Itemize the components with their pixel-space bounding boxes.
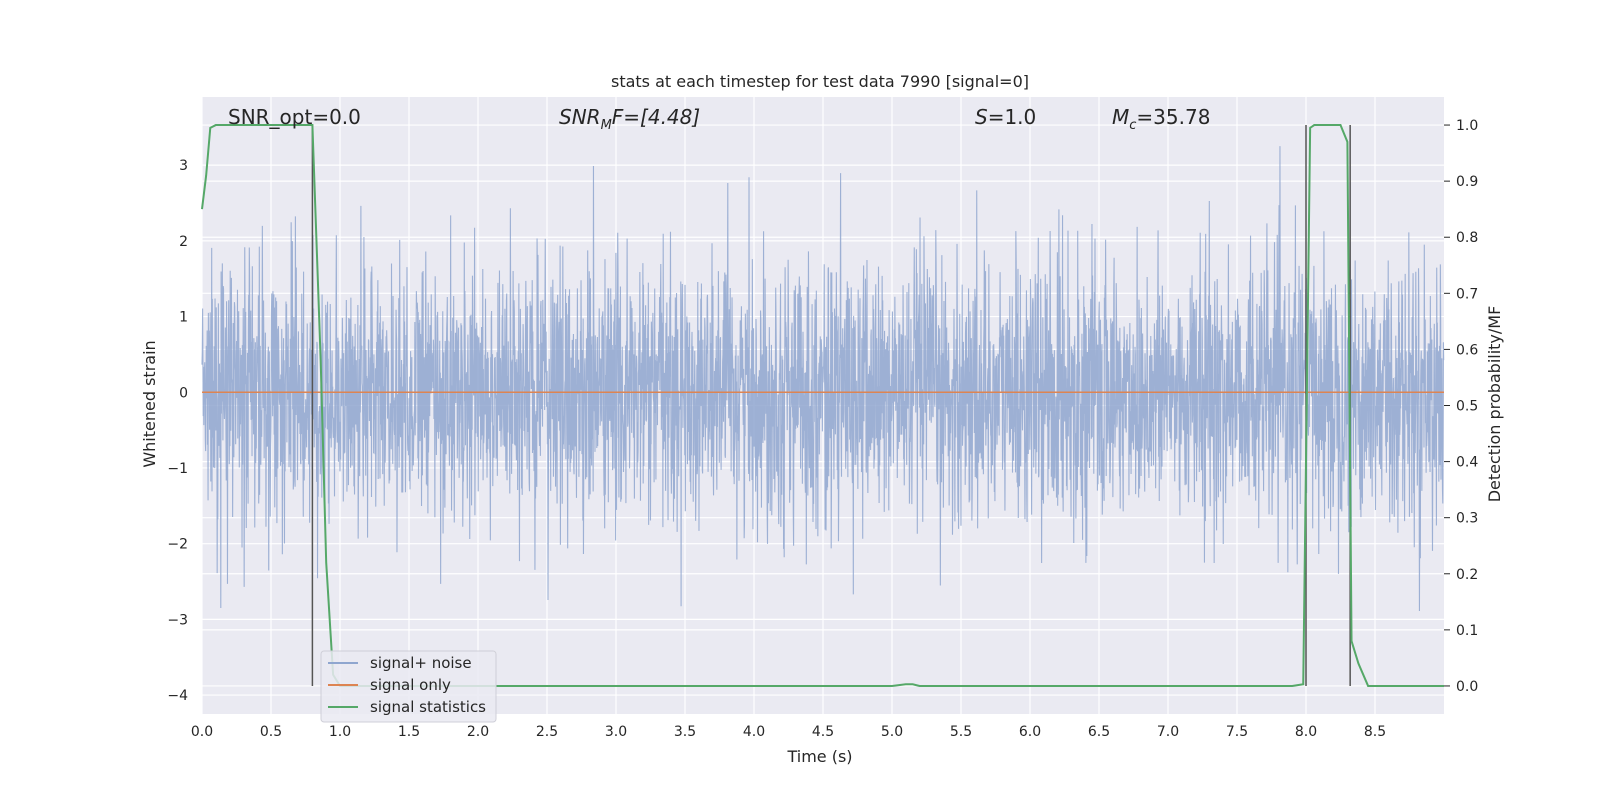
legend: signal+ noise signal only signal statist… xyxy=(320,650,497,723)
y2-tick-label: 0.3 xyxy=(1456,511,1478,527)
y2-tick-label: 1.0 xyxy=(1456,118,1478,134)
mc-val: =35.78 xyxy=(1136,105,1210,129)
x-tick-label: 8.5 xyxy=(1364,724,1386,740)
statistics-line xyxy=(201,124,1444,687)
mc-base: M xyxy=(1112,105,1129,129)
snr-mf-rest: F=[4.48] xyxy=(612,105,700,129)
series-signal-statistics xyxy=(201,124,1444,687)
y2-tick-label: 0.9 xyxy=(1456,174,1478,190)
y-tick-label: −3 xyxy=(167,612,188,628)
x-axis-ticks: 0.0 0.5 1.0 1.5 2.0 2.5 3.0 3.5 4.0 4.5 5.0 5.5 6.0 6… xyxy=(191,724,1386,740)
chart-title: stats at each timestep for test data 799… xyxy=(611,72,1029,91)
y2-tick-label: 0.4 xyxy=(1456,455,1478,471)
mc-sub: c xyxy=(1129,118,1136,133)
legend-label-signal-only: signal only xyxy=(370,676,451,694)
y2-axis-label: Detection probability/MF xyxy=(1485,306,1504,503)
legend-label-statistics: signal statistics xyxy=(370,698,486,716)
x-tick-label: 3.5 xyxy=(674,724,696,740)
y2-tick-label: 0.8 xyxy=(1456,230,1478,246)
y-tick-label: 0 xyxy=(179,385,188,401)
s-val: =1.0 xyxy=(988,105,1037,129)
annotation-s: S=1.0 xyxy=(975,105,1036,129)
x-tick-label: 7.5 xyxy=(1226,724,1248,740)
x-tick-label: 4.5 xyxy=(812,724,834,740)
x-tick-label: 5.5 xyxy=(950,724,972,740)
x-tick-label: 6.0 xyxy=(1019,724,1041,740)
x-tick-label: 8.0 xyxy=(1295,724,1317,740)
series-signal-noise xyxy=(201,146,1445,611)
annotations: SNR_opt=0.0 SNRMF=[4.48] S=1.0 Mc=35.78 xyxy=(228,105,1210,133)
y2-axis-ticks: 1.0 0.9 0.8 0.7 0.6 0.5 0.4 0.3 0.2 0.1 0.0 xyxy=(1444,118,1478,695)
noise-line xyxy=(201,146,1445,611)
y2-tick-label: 0.5 xyxy=(1456,399,1478,415)
annotation-snr-opt: SNR_opt=0.0 xyxy=(228,105,361,129)
x-tick-label: 7.0 xyxy=(1157,724,1179,740)
y2-tick-label: 0.0 xyxy=(1456,679,1478,695)
y-axis-label: Whitened strain xyxy=(140,340,159,467)
legend-label-noise: signal+ noise xyxy=(370,654,472,672)
x-tick-label: 2.5 xyxy=(536,724,558,740)
y-tick-label: −2 xyxy=(167,537,188,553)
y2-tick-label: 0.7 xyxy=(1456,286,1478,302)
x-tick-label: 1.0 xyxy=(329,724,351,740)
y-tick-label: 1 xyxy=(179,310,188,326)
y-axis-ticks: 3 2 1 0 −1 −2 −3 −4 xyxy=(167,158,188,704)
x-tick-label: 3.0 xyxy=(605,724,627,740)
y2-tick-label: 0.1 xyxy=(1456,623,1478,639)
x-axis-label: Time (s) xyxy=(786,747,852,766)
snr-mf-base: SNR xyxy=(559,105,601,129)
y2-tick-label: 0.2 xyxy=(1456,567,1478,583)
x-tick-label: 6.5 xyxy=(1088,724,1110,740)
y-tick-label: 2 xyxy=(179,234,188,250)
x-tick-label: 0.0 xyxy=(191,724,213,740)
legend-box xyxy=(320,650,497,723)
x-tick-label: 0.5 xyxy=(260,724,282,740)
snr-mf-sub: M xyxy=(601,118,612,133)
y-tick-label: −4 xyxy=(167,688,188,704)
y2-tick-label: 0.6 xyxy=(1456,342,1478,358)
x-tick-label: 2.0 xyxy=(467,724,489,740)
annotation-mc: Mc=35.78 xyxy=(1112,105,1210,133)
x-tick-label: 4.0 xyxy=(743,724,765,740)
y-tick-label: 3 xyxy=(179,158,188,174)
x-tick-label: 1.5 xyxy=(398,724,420,740)
s-var: S xyxy=(975,105,988,129)
annotation-snr-mf: SNRMF=[4.48] xyxy=(559,105,700,133)
x-tick-label: 5.0 xyxy=(881,724,903,740)
y-tick-label: −1 xyxy=(167,461,188,477)
